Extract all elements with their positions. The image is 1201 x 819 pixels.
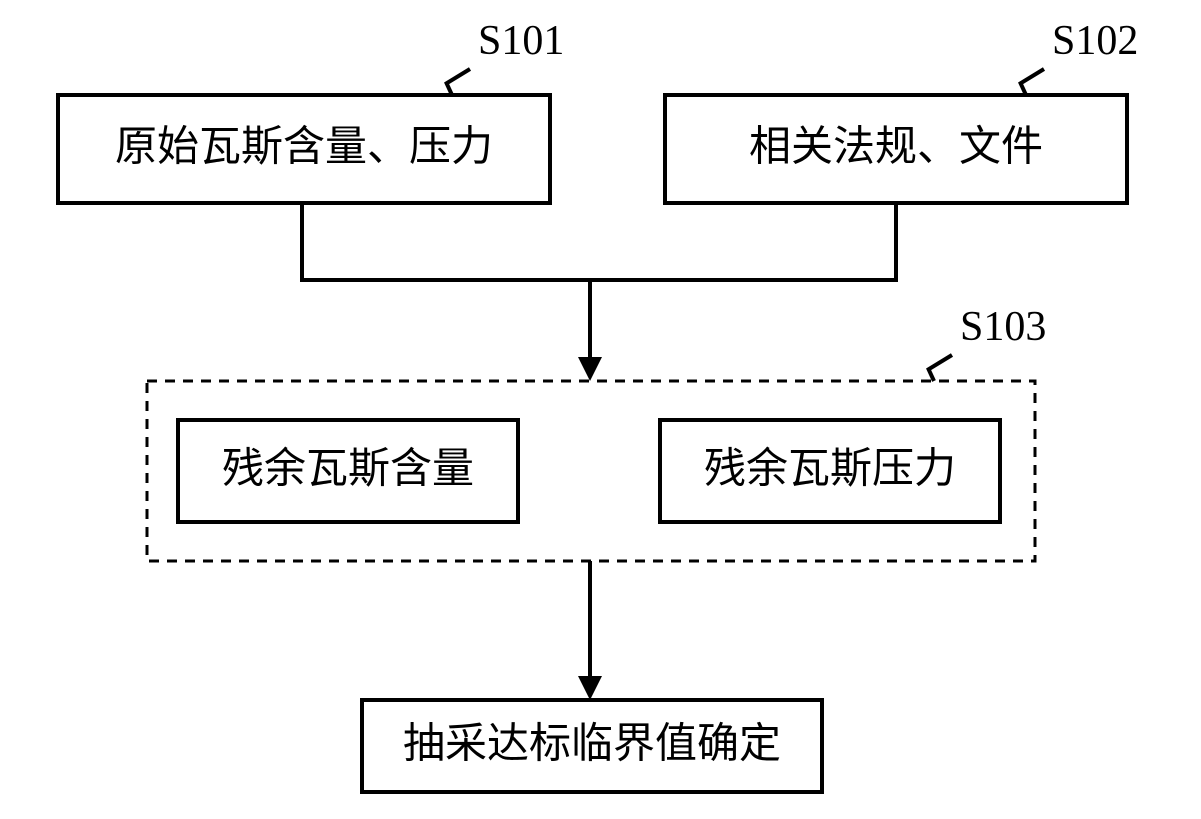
step-bracket-s103 — [929, 355, 952, 381]
box-s103a: 残余瓦斯含量 — [178, 420, 518, 522]
box-label-s103b: 残余瓦斯压力 — [704, 446, 956, 493]
box-s103b: 残余瓦斯压力 — [660, 420, 1000, 522]
arrowhead-2 — [578, 676, 602, 700]
box-label-s101: 原始瓦斯含量、压力 — [115, 125, 493, 171]
box-s102: 相关法规、文件 — [665, 95, 1127, 203]
step-label-s102: S102 — [1052, 18, 1138, 64]
step-label-s103: S103 — [960, 304, 1046, 350]
box-label-final: 抽采达标临界值确定 — [403, 721, 781, 768]
arrowhead-1 — [578, 357, 602, 381]
box-s101: 原始瓦斯含量、压力 — [58, 95, 550, 203]
step-label-s101: S101 — [478, 18, 564, 64]
connector-merge — [302, 203, 896, 357]
step-bracket-s101 — [447, 69, 470, 95]
box-label-s103a: 残余瓦斯含量 — [222, 446, 474, 493]
step-bracket-s102 — [1021, 69, 1044, 95]
box-final: 抽采达标临界值确定 — [362, 700, 822, 792]
box-label-s102: 相关法规、文件 — [749, 124, 1043, 171]
